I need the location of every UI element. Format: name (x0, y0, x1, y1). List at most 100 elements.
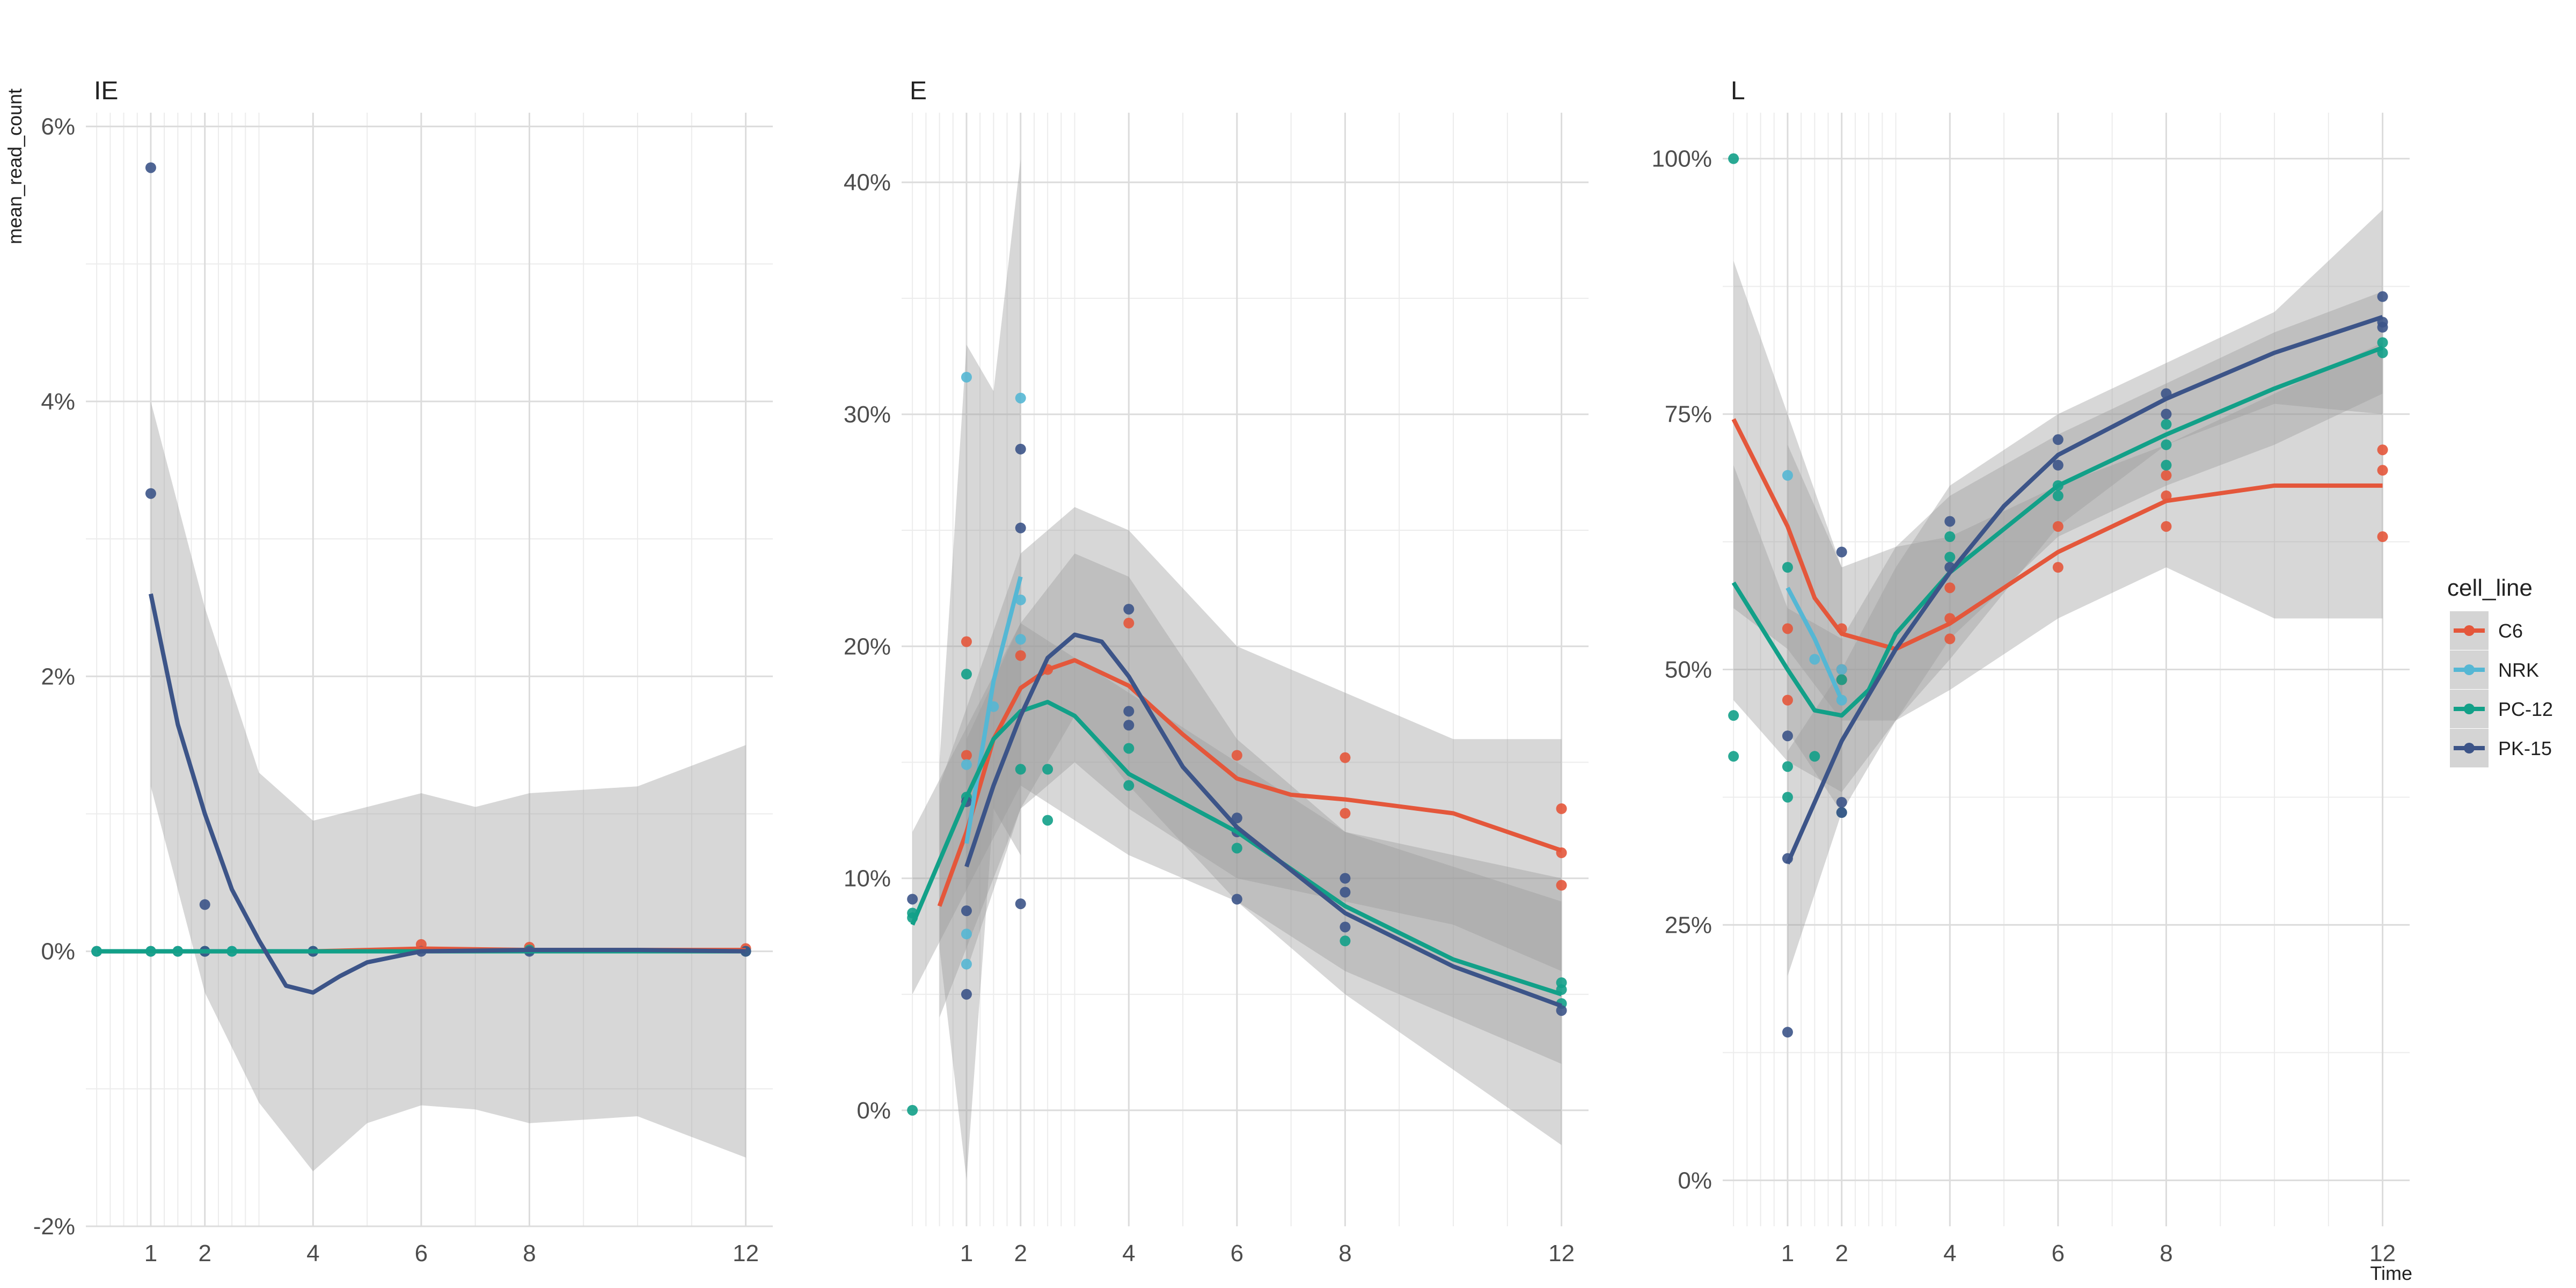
data-point-PK-15 (907, 894, 918, 905)
legend-label: PK-15 (2498, 737, 2552, 759)
data-point-PK-15 (1340, 921, 1351, 933)
panel-IE: IE1 2 4 6 8 12-2%0%2%4%6% (33, 77, 773, 1267)
y-tick-label: 100% (1651, 146, 1712, 172)
data-point-PK-15 (1944, 516, 1956, 527)
panel-title: L (1731, 77, 1745, 105)
x-tick-label: 12 (2369, 1240, 2396, 1267)
data-point-PC-12 (1728, 710, 1739, 721)
x-tick-label: 6 (1231, 1240, 1243, 1267)
x-tick-label: 4 (306, 1240, 319, 1267)
legend-label: PC-12 (2498, 698, 2553, 720)
x-tick-label: 8 (523, 1240, 536, 1267)
data-point-PK-15 (145, 162, 156, 173)
data-point-C6 (1782, 694, 1793, 706)
data-point-PC-12 (1015, 764, 1026, 775)
legend-key-point (2464, 743, 2475, 753)
legend-label: NRK (2498, 659, 2539, 681)
x-tick-label: 1 (1781, 1240, 1794, 1267)
data-point-NRK (1782, 470, 1793, 481)
data-point-PK-15 (1123, 706, 1135, 717)
data-point-C6 (961, 750, 972, 761)
x-tick-label: 1 (960, 1240, 973, 1267)
x-tick-label: 2 (198, 1240, 211, 1267)
data-point-C6 (1015, 650, 1026, 661)
x-tick-label: 2 (1835, 1240, 1848, 1267)
data-point-PK-15 (1556, 1005, 1567, 1016)
data-point-PK-15 (1231, 813, 1242, 824)
data-point-C6 (2052, 562, 2063, 573)
x-tick-label: 4 (1943, 1240, 1956, 1267)
data-point-PK-15 (2052, 459, 2063, 471)
data-point-C6 (2377, 465, 2388, 476)
data-point-C6 (2161, 521, 2172, 532)
y-tick-label: 2% (41, 663, 75, 690)
legend-label: C6 (2498, 620, 2523, 642)
data-point-PC-12 (2161, 459, 2172, 471)
data-point-C6 (1123, 618, 1135, 629)
confidence-band-PK-15 (1787, 209, 2383, 976)
data-point-NRK (961, 928, 972, 940)
data-point-PC-12 (1123, 780, 1135, 791)
x-tick-label: 1 (144, 1240, 157, 1267)
data-point-PC-12 (2161, 439, 2172, 450)
data-point-PK-15 (1123, 720, 1135, 731)
y-tick-label: -2% (33, 1213, 75, 1240)
x-tick-label: 6 (2052, 1240, 2065, 1267)
x-tick-label: 2 (1014, 1240, 1027, 1267)
fit-line-C6 (1731, 418, 2383, 652)
legend-key-point (2464, 625, 2475, 636)
data-point-PC-12 (961, 669, 972, 680)
data-point-NRK (1836, 664, 1847, 675)
data-point-PK-15 (961, 905, 972, 917)
confidence-band-NRK (1787, 444, 1842, 813)
data-point-PK-15 (1836, 796, 1847, 808)
data-point-C6 (2052, 521, 2063, 532)
data-point-C6 (1556, 880, 1567, 891)
data-point-PC-12 (1782, 761, 1793, 772)
data-point-PK-15 (1340, 873, 1351, 884)
data-point-PK-15 (2377, 321, 2388, 333)
data-point-PC-12 (1728, 751, 1739, 762)
data-point-PK-15 (2377, 291, 2388, 302)
fit-line-PK-15 (149, 593, 746, 995)
data-point-NRK (961, 371, 972, 383)
data-point-PK-15 (961, 989, 972, 1000)
confidence-band-NRK (939, 159, 1021, 1180)
data-point-C6 (1944, 582, 1956, 594)
legend: cell_line C6 NRK PC-12 PK-15 (2447, 575, 2553, 767)
data-point-NRK (961, 958, 972, 970)
confidence-band-PC-12 (1733, 291, 2383, 792)
fit-line-PK-15 (1785, 314, 2383, 865)
y-tick-label: 25% (1665, 912, 1712, 938)
confidence-band-PK-15 (150, 401, 746, 1172)
data-point-NRK (961, 759, 972, 770)
confidence-band-C6 (939, 507, 1562, 1018)
data-point-PK-15 (1836, 546, 1847, 558)
data-point-PK-15 (1231, 894, 1242, 905)
data-point-C6 (1231, 750, 1242, 761)
y-tick-label: 6% (41, 114, 75, 140)
data-point-C6 (2377, 444, 2388, 456)
data-point-PK-15 (1015, 443, 1026, 455)
data-point-PC-12 (1836, 674, 1847, 685)
data-point-C6 (1340, 752, 1351, 763)
data-point-C6 (2161, 470, 2172, 481)
x-tick-label: 12 (1548, 1240, 1575, 1267)
x-axis-title: Time (2370, 1262, 2412, 1284)
y-tick-label: 75% (1665, 401, 1712, 428)
data-point-PK-15 (1782, 1027, 1793, 1038)
data-point-PC-12 (1340, 935, 1351, 947)
data-point-PK-15 (1015, 522, 1026, 533)
x-tick-label: 8 (1338, 1240, 1351, 1267)
data-point-PC-12 (1123, 743, 1135, 754)
data-point-PC-12 (1809, 751, 1820, 762)
data-point-C6 (1340, 808, 1351, 819)
y-tick-label: 20% (844, 633, 891, 660)
data-point-PC-12 (1782, 792, 1793, 803)
fit-line-PK-15 (964, 632, 1562, 1008)
y-axis-title: mean_read_count (4, 89, 26, 244)
data-point-C6 (1782, 623, 1793, 634)
data-point-PC-12 (2377, 337, 2388, 348)
data-point-NRK (1015, 634, 1026, 645)
